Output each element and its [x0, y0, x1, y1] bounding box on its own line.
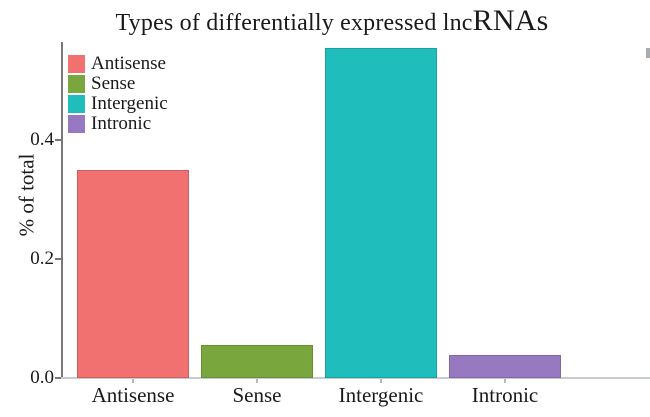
chart-title: Types of differentially expressed lncRNA… — [14, 4, 650, 38]
y-tick-0.0 — [55, 377, 61, 379]
bar-sense — [201, 345, 313, 378]
bar-intergenic — [325, 48, 437, 378]
legend: Antisense Sense Intergenic Intronic — [68, 54, 168, 134]
x-category-label-intronic: Intronic — [471, 383, 539, 407]
legend-swatch-antisense — [68, 55, 85, 73]
x-category-label-sense: Sense — [232, 383, 282, 407]
legend-item-antisense: Antisense — [68, 54, 168, 74]
legend-label: Intergenic — [91, 93, 168, 114]
legend-swatch-intergenic — [68, 95, 85, 113]
x-tick-intergenic — [380, 379, 382, 383]
y-tick-label: 0.2 — [30, 248, 54, 269]
x-tick-sense — [256, 379, 258, 383]
legend-item-intergenic: Intergenic — [68, 94, 168, 114]
bar-antisense — [77, 170, 189, 378]
legend-label: Intronic — [91, 113, 152, 134]
panel-crop-artifact — [646, 48, 650, 58]
y-axis-label: % of total — [14, 153, 39, 237]
x-axis-line — [61, 377, 650, 379]
legend-label: Antisense — [91, 53, 166, 74]
y-tick-0.2 — [55, 258, 61, 260]
legend-item-sense: Sense — [68, 74, 168, 94]
y-tick-label: 0.0 — [30, 367, 54, 388]
legend-label: Sense — [91, 73, 136, 94]
x-category-label-intergenic: Intergenic — [338, 383, 424, 407]
y-axis-line — [61, 42, 63, 378]
legend-swatch-sense — [68, 75, 85, 93]
bar-intronic — [449, 355, 561, 378]
y-tick-label: 0.4 — [30, 129, 54, 150]
chart-title-suffix: RNAs — [472, 4, 549, 37]
legend-item-intronic: Intronic — [68, 114, 168, 134]
x-tick-antisense — [132, 379, 134, 383]
x-tick-intronic — [504, 379, 506, 383]
chart-title-main: Types of differentially expressed lnc — [115, 10, 473, 36]
legend-swatch-intronic — [68, 115, 85, 133]
x-category-label-antisense: Antisense — [91, 383, 175, 407]
y-tick-0.4 — [55, 139, 61, 141]
